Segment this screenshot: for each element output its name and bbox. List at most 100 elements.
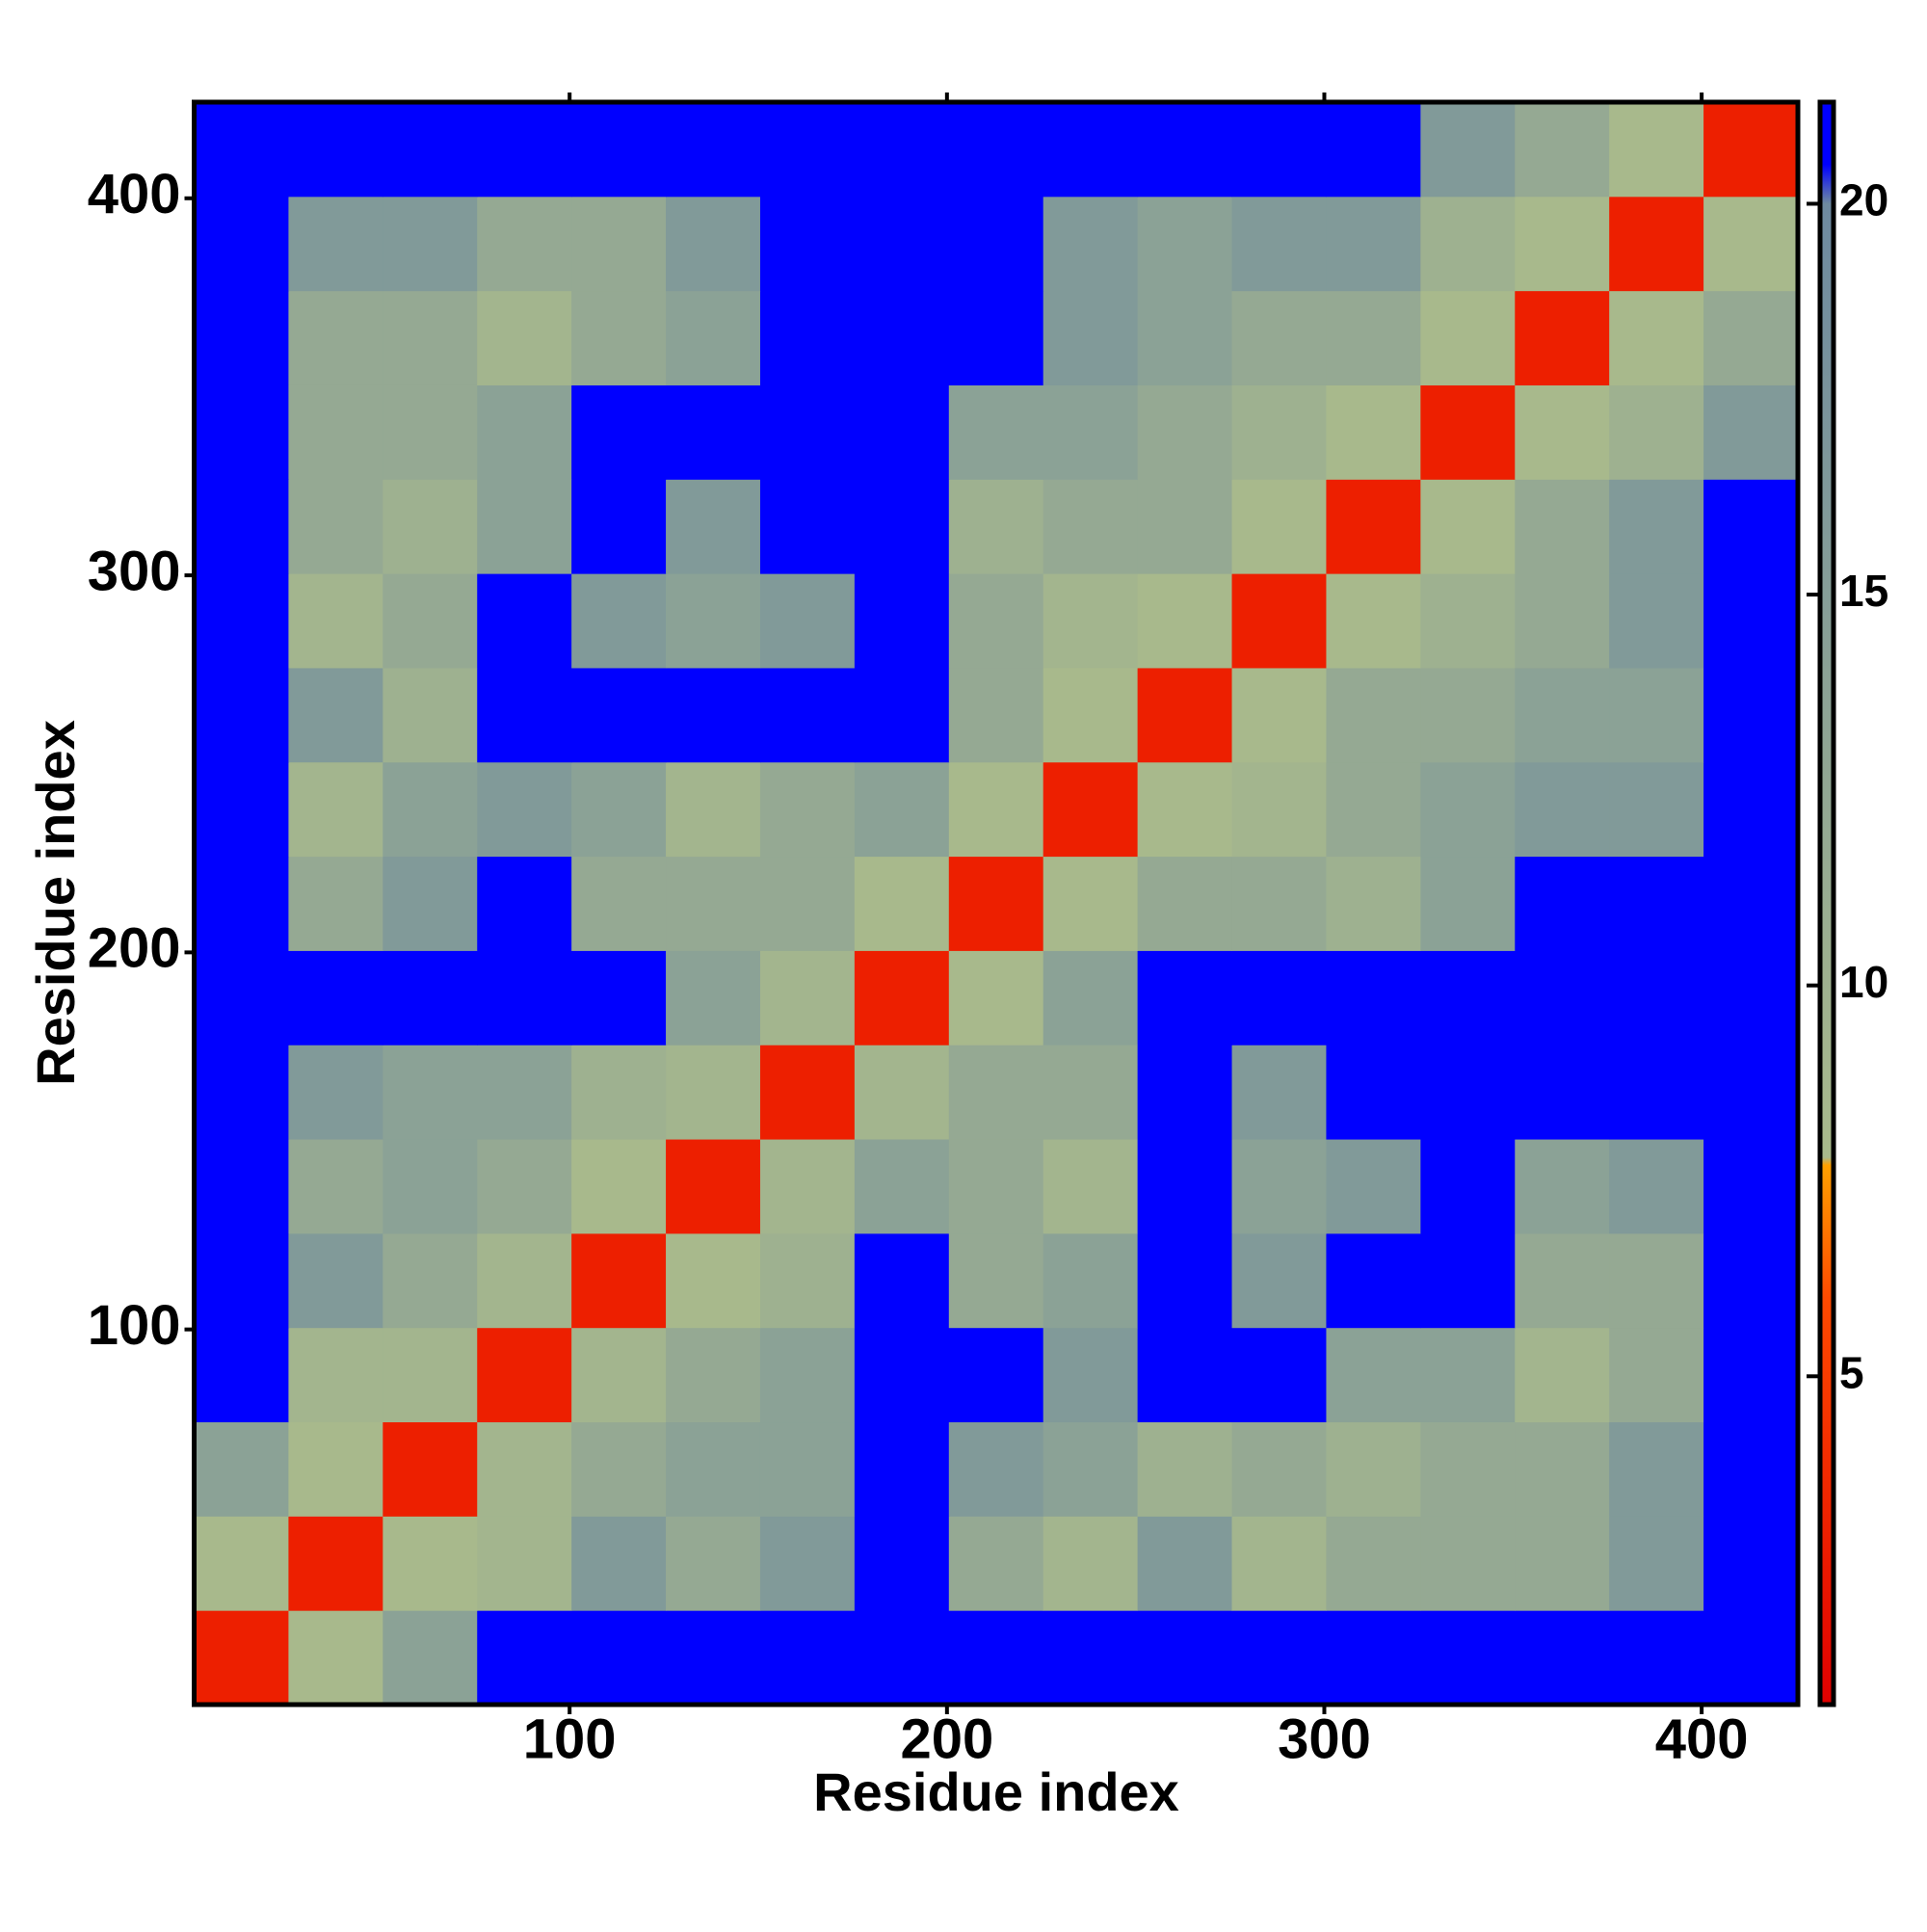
- heatmap-cell: [948, 1516, 1044, 1611]
- heatmap-cell: [666, 856, 761, 951]
- heatmap-cell: [854, 479, 950, 574]
- heatmap-cell: [1137, 667, 1233, 763]
- heatmap-cell: [383, 1045, 478, 1140]
- heatmap-cell: [1137, 1139, 1233, 1234]
- x-tick-label: 100: [523, 1707, 617, 1770]
- heatmap-cell: [759, 667, 856, 763]
- heatmap-cell: [666, 479, 761, 574]
- heatmap-cell: [1043, 1327, 1139, 1423]
- heatmap-cell: [1231, 1516, 1327, 1611]
- heatmap-cell: [854, 667, 950, 763]
- heatmap-cell: [666, 1045, 761, 1140]
- heatmap-cell: [194, 290, 289, 385]
- heatmap-cell: [1515, 384, 1610, 480]
- heatmap-cell: [1609, 1045, 1704, 1140]
- heatmap-cell: [1515, 856, 1610, 951]
- heatmap-cell: [854, 950, 950, 1045]
- heatmap-cell: [571, 1327, 667, 1423]
- heatmap-cell: [383, 479, 478, 574]
- heatmap-cell: [948, 384, 1044, 480]
- heatmap-cell: [1515, 290, 1610, 385]
- heatmap-cell: [477, 479, 572, 574]
- heatmap-cell: [1231, 1139, 1327, 1234]
- heatmap-cell: [948, 479, 1044, 574]
- heatmap-cell: [194, 856, 289, 951]
- heatmap-cell: [288, 1327, 383, 1423]
- heatmap-cell: [854, 1610, 950, 1706]
- heatmap-cell: [1515, 196, 1610, 292]
- heatmap-cell: [948, 1232, 1044, 1329]
- heatmap-cell: [1420, 479, 1516, 574]
- heatmap-cell: [759, 479, 856, 574]
- heatmap-cell: [194, 1327, 289, 1423]
- heatmap-cell: [1043, 1045, 1139, 1140]
- heatmap-cell: [759, 1232, 856, 1329]
- heatmap-cell: [1043, 667, 1139, 763]
- heatmap-cell: [1043, 1610, 1139, 1706]
- heatmap-cell: [1231, 1421, 1327, 1517]
- heatmap-cell: [759, 573, 856, 669]
- heatmap-cell: [1326, 479, 1421, 574]
- heatmap-cell: [288, 196, 383, 292]
- heatmap-cell: [194, 384, 289, 480]
- heatmap-cell: [288, 761, 383, 858]
- heatmap-cell: [1231, 761, 1327, 858]
- heatmap-cell: [1515, 1516, 1610, 1611]
- heatmap-cell: [1326, 290, 1421, 385]
- heatmap-cell: [477, 667, 572, 763]
- heatmap-cell: [288, 1139, 383, 1234]
- heatmap-cell: [1515, 1327, 1610, 1423]
- heatmap-cell: [759, 102, 856, 198]
- heatmap-cell: [1703, 290, 1799, 385]
- heatmap-cell: [948, 761, 1044, 858]
- heatmap-cell: [666, 761, 761, 858]
- heatmap-cell: [477, 290, 572, 385]
- heatmap-cell: [1515, 1421, 1610, 1517]
- heatmap-cell: [288, 1516, 383, 1611]
- heatmap-cell: [854, 1045, 950, 1140]
- heatmap-cell: [1703, 1139, 1799, 1234]
- heatmap-cell: [759, 761, 856, 858]
- heatmap-cell: [477, 1516, 572, 1611]
- heatmap-cell: [1326, 950, 1421, 1045]
- heatmap-cell: [854, 1232, 950, 1329]
- heatmap-cell: [571, 1516, 667, 1611]
- heatmap-cell: [383, 950, 478, 1045]
- colorbar-tick-label: 20: [1839, 175, 1888, 225]
- heatmap-cell: [383, 1610, 478, 1706]
- heatmap-cell: [1515, 1045, 1610, 1140]
- heatmap-cell: [1231, 1610, 1327, 1706]
- y-tick-label: 200: [88, 917, 181, 980]
- heatmap-cell: [1326, 667, 1421, 763]
- heatmap-cell: [1703, 1610, 1799, 1706]
- heatmap-cell: [1515, 950, 1610, 1045]
- heatmap-cell: [477, 1139, 572, 1234]
- heatmap-cell: [1231, 1232, 1327, 1329]
- heatmap-cell: [666, 573, 761, 669]
- heatmap-cell: [759, 1327, 856, 1423]
- heatmap-cell: [1326, 102, 1421, 198]
- heatmap-cell: [1326, 1421, 1421, 1517]
- heatmap-cell: [383, 1327, 478, 1423]
- heatmap-cell: [477, 856, 572, 951]
- heatmap-cell: [383, 667, 478, 763]
- heatmap-cell: [1609, 1232, 1704, 1329]
- heatmap-cell: [1231, 479, 1327, 574]
- heatmap-cell: [477, 384, 572, 480]
- heatmap-cell: [1609, 1327, 1704, 1423]
- heatmap-cell: [1703, 667, 1799, 763]
- heatmap-cell: [1326, 1232, 1421, 1329]
- heatmap-cell: [1420, 1327, 1516, 1423]
- heatmap-cell: [1231, 1327, 1327, 1423]
- heatmap-cell: [1043, 856, 1139, 951]
- heatmap-cell: [1609, 1610, 1704, 1706]
- heatmap-cell: [666, 102, 761, 198]
- heatmap-cell: [571, 1421, 667, 1517]
- heatmap-cell: [1326, 1610, 1421, 1706]
- heatmap-cell: [194, 1232, 289, 1329]
- heatmap-cell: [1703, 196, 1799, 292]
- heatmap-cell: [1515, 479, 1610, 574]
- heatmap-cell: [1043, 102, 1139, 198]
- heatmap-cell: [1137, 1232, 1233, 1329]
